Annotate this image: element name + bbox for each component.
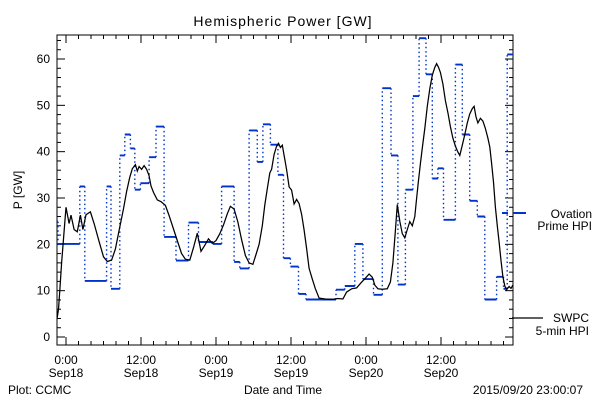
ovation-prime-hpi-step-connectors [57,38,508,300]
footer-timestamp: 2015/09/20 23:00:07 [473,383,583,397]
plot-frame [56,34,514,346]
chart-title: Hemispheric Power [GW] [193,13,372,29]
x-tick-time-label: 0:00 [54,353,78,367]
x-tick-date-label: Sep20 [424,366,459,380]
legend-ovation-label-line1: Ovation [551,207,592,221]
ovation-prime-hpi-steps [57,37,513,301]
x-tick-date-label: Sep18 [49,366,84,380]
x-tick-time-label: 12:00 [126,353,156,367]
y-tick-label: 40 [37,145,51,159]
y-tick-label: 30 [37,191,51,205]
x-tick-time-label: 12:00 [276,353,306,367]
y-tick-label: 50 [37,98,51,112]
y-axis-label: P [GW] [11,171,25,209]
x-tick-time-label: 12:00 [426,353,456,367]
x-axis-label: Date and Time [244,383,322,397]
y-tick-label: 0 [43,330,50,344]
x-tick-date-label: Sep19 [199,366,234,380]
legend-swpc-label-line2: 5-min HPI [536,324,589,338]
footer-plot-credit: Plot: CCMC [8,383,72,397]
x-tick-date-label: Sep18 [124,366,159,380]
swpc-5min-hpi-line [57,62,513,319]
plot-generated-layer: 0:00Sep1812:00Sep180:00Sep1912:00Sep190:… [37,34,514,380]
x-tick-date-label: Sep19 [274,366,309,380]
x-tick-time-label: 0:00 [204,353,228,367]
y-tick-label: 60 [37,52,51,66]
legend-swpc-label-line1: SWPC [553,311,589,325]
y-tick-label: 10 [37,284,51,298]
legend-ovation-label-line2: Prime HPI [537,219,592,233]
x-tick-date-label: Sep20 [349,366,384,380]
y-tick-label: 20 [37,237,51,251]
series-layer [57,37,513,319]
x-tick-time-label: 0:00 [354,353,378,367]
